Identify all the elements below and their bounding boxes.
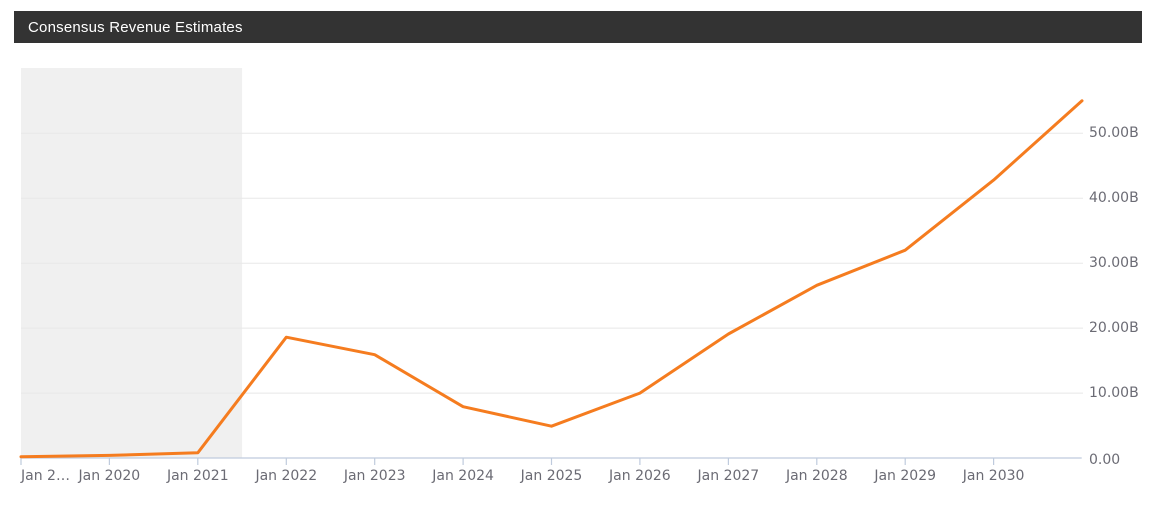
y-axis-label: 20.00B	[1089, 320, 1139, 337]
y-axis-label: 50.00B	[1089, 125, 1139, 142]
y-axis-label: 40.00B	[1089, 190, 1139, 207]
x-axis-label: Jan 2023	[343, 468, 406, 484]
x-axis-label: Jan 2026	[609, 468, 671, 484]
x-axis-label: Jan 2024	[432, 468, 494, 484]
revenue-line[interactable]	[19, 99, 1084, 459]
chart-header: Consensus Revenue Estimates	[14, 11, 1142, 43]
y-axis-label: 10.00B	[1089, 385, 1139, 402]
x-axis-label: Jan 2028	[785, 468, 848, 484]
x-axis-label: Jan 2021	[166, 468, 229, 484]
chart-title: Consensus Revenue Estimates	[28, 18, 243, 36]
y-axis-label: 30.00B	[1089, 255, 1139, 272]
x-axis-label: Jan 2022	[255, 468, 318, 484]
x-axis-label: Jan 2029	[874, 468, 937, 484]
x-axis-label: Jan 2020	[78, 468, 141, 484]
y-axis-label: 0.00	[1089, 452, 1121, 468]
x-axis-label: Jan 2027	[697, 468, 760, 484]
x-axis-label: Jan 2…	[21, 468, 70, 484]
x-axis-label: Jan 2025	[520, 468, 583, 484]
x-axis-label: Jan 2030	[962, 468, 1025, 484]
